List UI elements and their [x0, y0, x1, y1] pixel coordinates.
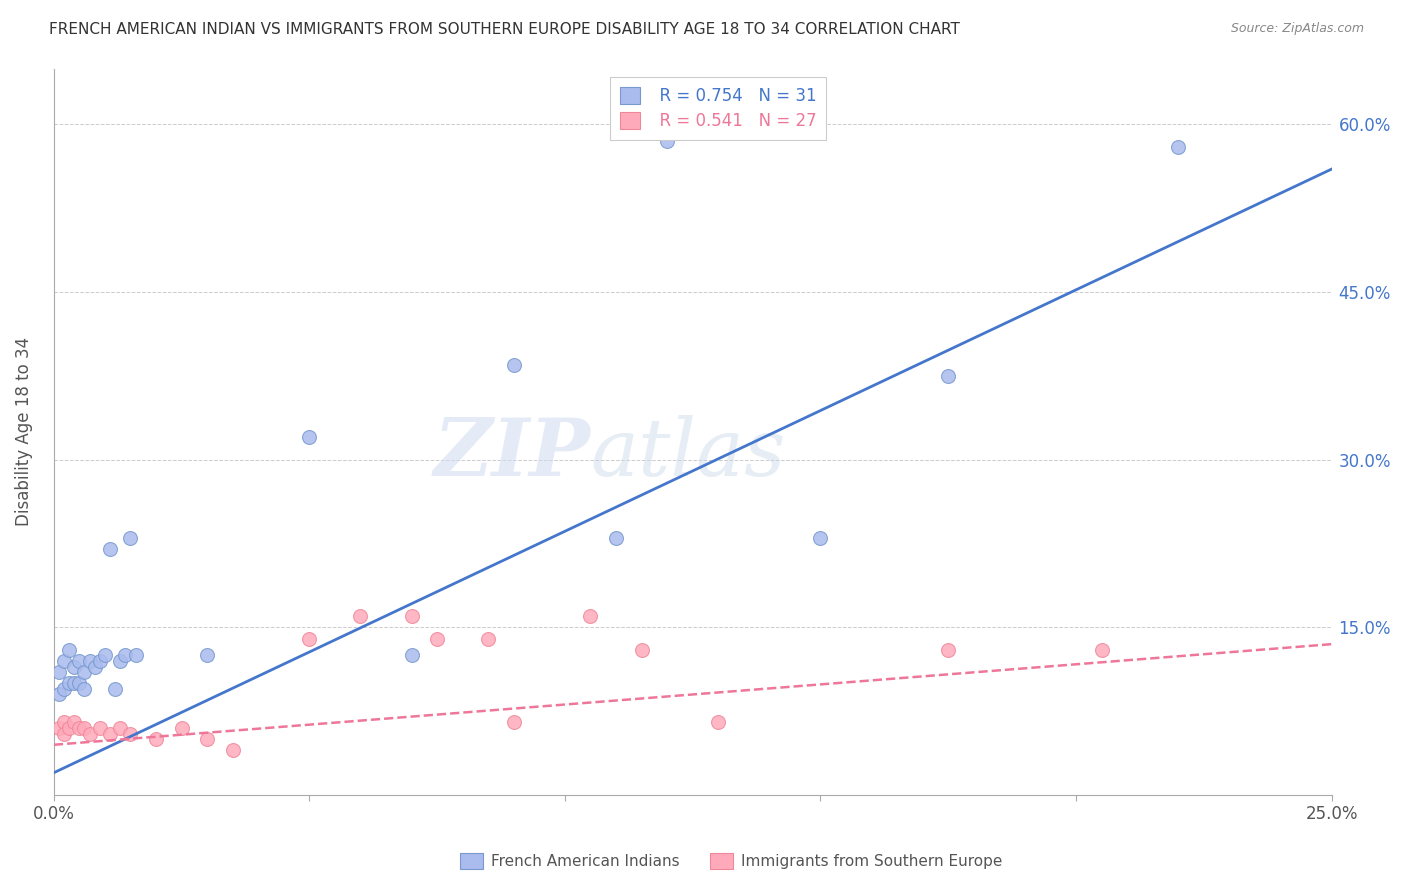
Point: [48, 688, 70, 702]
Point: [63, 715, 86, 730]
Point: [145, 732, 167, 747]
Point: [349, 609, 371, 624]
Point: [63, 659, 86, 673]
Point: [936, 642, 959, 657]
Point: [655, 134, 678, 148]
Point: [195, 648, 218, 663]
Text: atlas: atlas: [591, 415, 786, 492]
Point: [58, 676, 80, 690]
Point: [120, 531, 142, 545]
Point: [53, 726, 76, 740]
Point: [170, 721, 193, 735]
Y-axis label: Disability Age 18 to 34: Disability Age 18 to 34: [15, 337, 32, 526]
Point: [110, 654, 132, 668]
Point: [73, 721, 96, 735]
Point: [630, 642, 652, 657]
Point: [89, 721, 111, 735]
Point: [63, 676, 86, 690]
Point: [48, 721, 70, 735]
Point: [707, 715, 730, 730]
Text: ZIP: ZIP: [433, 415, 591, 492]
Point: [605, 531, 627, 545]
Point: [53, 654, 76, 668]
Point: [936, 368, 959, 383]
Point: [58, 721, 80, 735]
Point: [94, 648, 117, 663]
Point: [298, 430, 321, 444]
Point: [67, 721, 90, 735]
Text: FRENCH AMERICAN INDIAN VS IMMIGRANTS FROM SOUTHERN EUROPE DISABILITY AGE 18 TO 3: FRENCH AMERICAN INDIAN VS IMMIGRANTS FRO…: [49, 22, 960, 37]
Point: [401, 648, 423, 663]
Point: [79, 726, 101, 740]
Point: [48, 665, 70, 679]
Point: [110, 721, 132, 735]
Point: [120, 726, 142, 740]
Legend:   R = 0.754   N = 31,   R = 0.541   N = 27: R = 0.754 N = 31, R = 0.541 N = 27: [610, 77, 827, 140]
Point: [502, 358, 524, 372]
Point: [79, 654, 101, 668]
Point: [98, 726, 121, 740]
Point: [195, 732, 218, 747]
Point: [426, 632, 449, 646]
Point: [298, 632, 321, 646]
Point: [73, 665, 96, 679]
Point: [53, 715, 76, 730]
Point: [104, 681, 127, 696]
Point: [98, 542, 121, 557]
Point: [1090, 642, 1112, 657]
Point: [89, 654, 111, 668]
Point: [502, 715, 524, 730]
Point: [67, 676, 90, 690]
Point: [401, 609, 423, 624]
Point: [579, 609, 602, 624]
Point: [53, 681, 76, 696]
Text: Source: ZipAtlas.com: Source: ZipAtlas.com: [1230, 22, 1364, 36]
Point: [222, 743, 245, 757]
Point: [114, 648, 136, 663]
Point: [58, 642, 80, 657]
Point: [73, 681, 96, 696]
Point: [810, 531, 832, 545]
Point: [1167, 140, 1189, 154]
Legend: French American Indians, Immigrants from Southern Europe: French American Indians, Immigrants from…: [454, 847, 1008, 875]
Point: [83, 659, 105, 673]
Point: [124, 648, 146, 663]
Point: [477, 632, 499, 646]
Point: [67, 654, 90, 668]
